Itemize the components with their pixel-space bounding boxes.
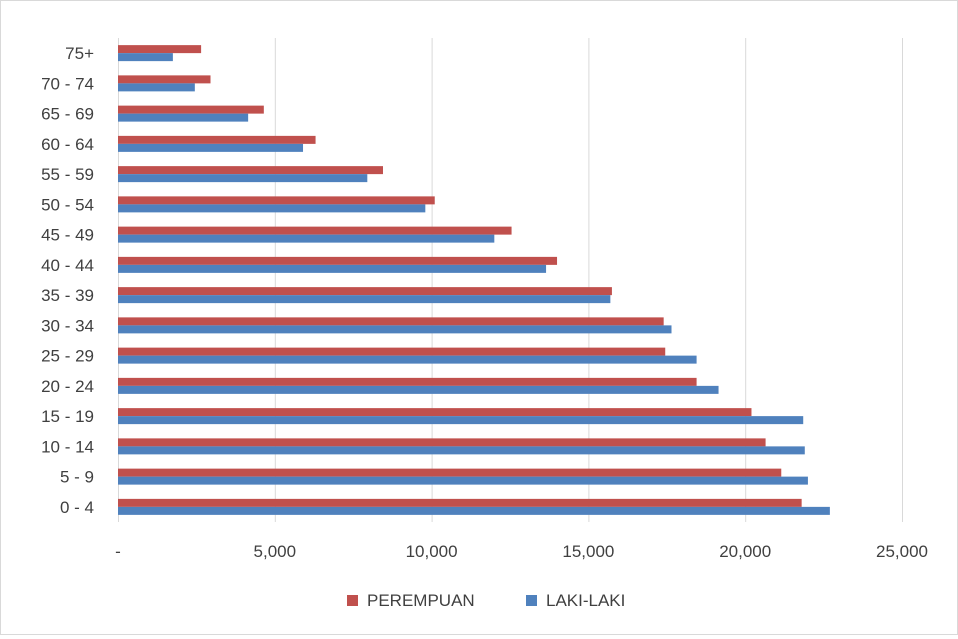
bar-perempuan-13 [118, 105, 264, 114]
category-label-4: 20 - 24 [41, 377, 94, 396]
legend: PEREMPUAN LAKI-LAKI [347, 591, 625, 610]
category-labels: 0 - 4 5 - 9 10 - 14 15 - 19 20 - 24 25 - 29 30… [41, 44, 94, 517]
bar-laki-laki-6 [118, 325, 672, 334]
x-tick-label-4: 20,000 [719, 542, 771, 561]
x-tick-label-1: 5,000 [254, 542, 297, 561]
bars [118, 45, 830, 515]
category-label-5: 25 - 29 [41, 347, 94, 366]
x-tick-label-2: 10,000 [406, 542, 458, 561]
category-label-6: 30 - 34 [41, 316, 94, 335]
bar-perempuan-15 [118, 45, 202, 54]
bar-perempuan-2 [118, 438, 766, 447]
x-tick-label-0: - [115, 542, 121, 561]
category-label-7: 35 - 39 [41, 286, 94, 305]
category-label-1: 5 - 9 [60, 468, 94, 487]
bar-laki-laki-15 [118, 53, 173, 62]
bar-laki-laki-10 [118, 204, 426, 213]
category-label-13: 65 - 69 [41, 105, 94, 124]
bar-perempuan-7 [118, 287, 612, 296]
bar-laki-laki-14 [118, 83, 195, 92]
bar-laki-laki-3 [118, 416, 804, 425]
bar-laki-laki-0 [118, 506, 830, 515]
bar-perempuan-9 [118, 226, 512, 235]
bar-laki-laki-2 [118, 446, 805, 455]
bar-laki-laki-11 [118, 174, 368, 183]
bar-perempuan-14 [118, 75, 211, 84]
category-label-12: 60 - 64 [41, 135, 94, 154]
bar-perempuan-6 [118, 317, 664, 326]
bar-perempuan-4 [118, 377, 697, 386]
bar-laki-laki-5 [118, 355, 697, 364]
bar-laki-laki-7 [118, 295, 611, 304]
bar-laki-laki-9 [118, 234, 495, 243]
bar-perempuan-11 [118, 166, 383, 175]
bar-laki-laki-12 [118, 143, 304, 152]
category-label-8: 40 - 44 [41, 256, 94, 275]
bar-perempuan-10 [118, 196, 435, 205]
x-tick-label-3: 15,000 [562, 542, 614, 561]
category-label-14: 70 - 74 [41, 74, 94, 93]
bar-laki-laki-8 [118, 264, 547, 273]
category-label-11: 55 - 59 [41, 165, 94, 184]
bar-perempuan-1 [118, 468, 782, 477]
category-label-15: 75+ [65, 44, 94, 63]
bar-perempuan-0 [118, 498, 802, 507]
bar-laki-laki-1 [118, 476, 808, 485]
bar-perempuan-5 [118, 347, 666, 356]
legend-label-perempuan: PEREMPUAN [367, 591, 475, 610]
x-tick-label-5: 25,000 [876, 542, 928, 561]
category-label-10: 50 - 54 [41, 195, 94, 214]
bar-laki-laki-13 [118, 113, 249, 122]
legend-swatch-perempuan [347, 595, 358, 606]
category-label-9: 45 - 49 [41, 226, 94, 245]
bar-perempuan-3 [118, 408, 752, 417]
bar-perempuan-12 [118, 135, 316, 144]
category-label-3: 15 - 19 [41, 407, 94, 426]
bar-perempuan-8 [118, 256, 558, 265]
category-label-0: 0 - 4 [60, 498, 94, 517]
legend-label-laki-laki: LAKI-LAKI [546, 591, 625, 610]
x-tick-labels: - 5,000 10,000 15,000 20,000 25,000 [115, 542, 928, 561]
bar-laki-laki-4 [118, 385, 719, 394]
category-label-2: 10 - 14 [41, 437, 94, 456]
legend-swatch-laki-laki [526, 595, 537, 606]
